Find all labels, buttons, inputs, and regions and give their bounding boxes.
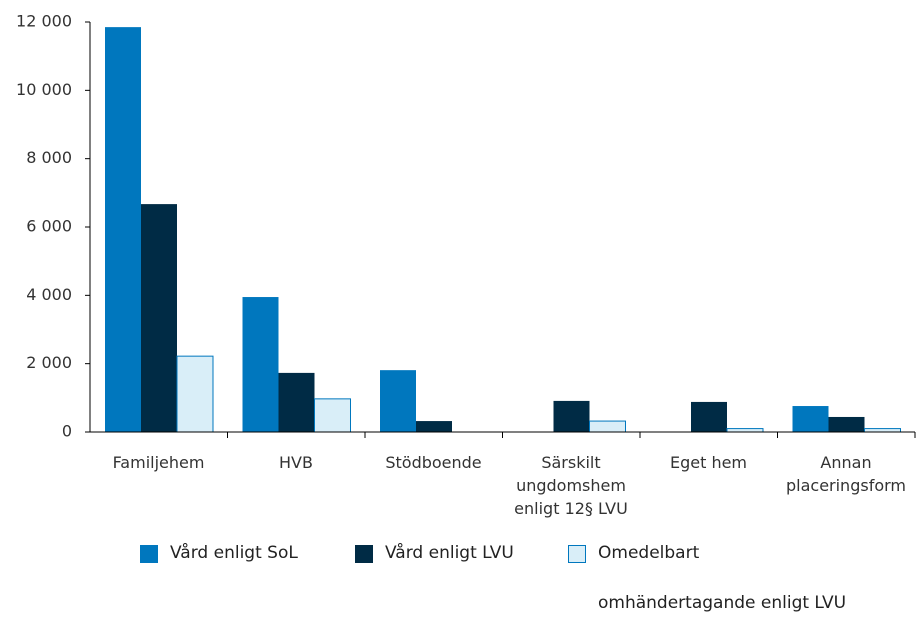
bar (380, 370, 416, 432)
legend-swatch (140, 545, 158, 563)
legend-swatch (355, 545, 373, 563)
y-tick-label: 6 000 (26, 217, 72, 236)
bar (792, 406, 829, 432)
bar (314, 398, 351, 433)
x-tick-label: Stödboende (385, 453, 482, 472)
bar (589, 420, 626, 433)
y-tick-label: 0 (62, 422, 72, 441)
x-tick-label: Familjehem (112, 453, 205, 472)
legend-label: Vård enligt LVU (385, 543, 514, 563)
y-tick-label: 2 000 (26, 353, 72, 372)
bar (141, 204, 177, 432)
bar (416, 421, 452, 432)
legend-label: Omedelbart omhändertagande enligt LVU (598, 543, 847, 613)
bar (242, 297, 279, 432)
bar (726, 428, 764, 433)
y-tick-label: 4 000 (26, 285, 72, 304)
bar (828, 416, 865, 432)
bar (864, 428, 901, 433)
bar (176, 355, 214, 433)
y-tick-label: 10 000 (16, 80, 72, 99)
bar (553, 400, 590, 432)
y-tick-label: 8 000 (26, 148, 72, 167)
bar (278, 372, 315, 432)
x-tick-label: Särskilt ungdomshem enligt 12§ LVU (514, 453, 628, 518)
x-tick-label: HVB (279, 453, 313, 472)
bar (691, 401, 727, 432)
bar (105, 27, 141, 432)
legend-label: Vård enligt SoL (170, 543, 298, 563)
x-tick-label: Eget hem (669, 453, 748, 472)
y-tick-label: 12 000 (16, 12, 72, 31)
legend-swatch (568, 545, 586, 563)
x-tick-label: Annan placeringsform (785, 453, 906, 495)
